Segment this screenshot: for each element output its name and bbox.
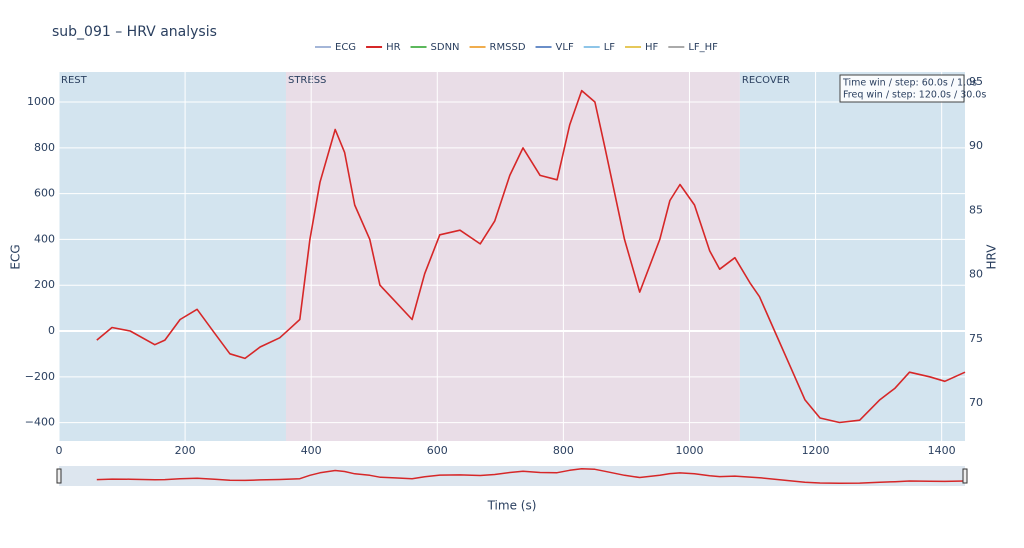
range-slider (59, 466, 965, 486)
line (96, 89, 966, 424)
y-tick-label: 0 (48, 324, 55, 337)
y2-tick-label: 90 (969, 139, 983, 152)
annotation-text: Freq win / step: 120.0s / 30.0s (843, 90, 986, 101)
legend-label: HR (386, 42, 401, 53)
y-tick-label: 800 (34, 141, 55, 154)
y-tick-label: 400 (34, 232, 55, 245)
region-label: REST (61, 75, 88, 86)
annotation-box (839, 74, 965, 103)
region (285, 72, 740, 441)
region-label: STRESS (288, 75, 326, 86)
region (739, 72, 965, 441)
y-tick-label: 1000 (27, 95, 55, 108)
legend-label: LF_HF (688, 42, 718, 53)
legend-label: RMSSD (490, 42, 526, 53)
y-tick-label: −200 (25, 370, 55, 383)
legend-label: HF (645, 42, 659, 53)
legend-label: VLF (556, 42, 574, 53)
range-line (96, 468, 966, 484)
x-tick-label: 400 (301, 444, 322, 457)
region (59, 72, 286, 441)
y-tick-label: −400 (25, 416, 55, 429)
x-tick-label: 200 (175, 444, 196, 457)
legend-label: LF (604, 42, 616, 53)
y2-axis-title: HRV (985, 244, 999, 270)
range-handle (56, 468, 62, 484)
legend-label: ECG (335, 42, 356, 53)
y2-tick-label: 70 (969, 396, 983, 409)
range-slider-preview (96, 468, 966, 484)
y-tick-label: 600 (34, 187, 55, 200)
chart-title: sub_091 – HRV analysis (52, 24, 217, 40)
y2-tick-label: 75 (969, 332, 983, 345)
x-axis-title: Time (s) (487, 499, 537, 513)
x-tick-label: 0 (56, 444, 63, 457)
x-tick-label: 600 (427, 444, 448, 457)
legend-label: SDNN (431, 42, 460, 53)
annotation-text: Time win / step: 60.0s / 1.0s (842, 78, 977, 89)
x-tick-label: 1200 (802, 444, 830, 457)
y2-tick-label: 95 (969, 75, 983, 88)
y-axis-title: ECG (9, 244, 23, 269)
y2-tick-label: 85 (969, 203, 983, 216)
x-tick-label: 800 (553, 444, 574, 457)
y2-tick-label: 80 (969, 268, 983, 281)
x-tick-label: 1400 (928, 444, 956, 457)
region-label: RECOVER (742, 75, 790, 86)
range-handle (962, 468, 968, 484)
y-tick-label: 200 (34, 278, 55, 291)
x-tick-label: 1000 (675, 444, 703, 457)
